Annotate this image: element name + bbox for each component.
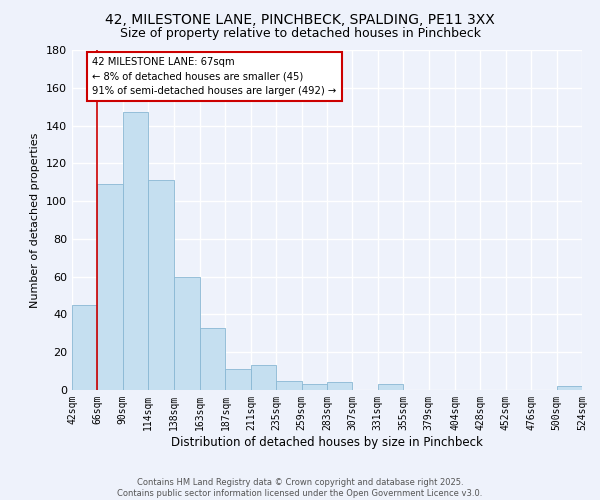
Bar xyxy=(302,384,327,390)
Text: 42 MILESTONE LANE: 67sqm
← 8% of detached houses are smaller (45)
91% of semi-de: 42 MILESTONE LANE: 67sqm ← 8% of detache… xyxy=(92,57,337,96)
Bar xyxy=(226,369,251,390)
Bar xyxy=(557,386,582,390)
Bar xyxy=(327,382,352,390)
Y-axis label: Number of detached properties: Number of detached properties xyxy=(31,132,40,308)
Bar xyxy=(123,112,148,390)
Text: Size of property relative to detached houses in Pinchbeck: Size of property relative to detached ho… xyxy=(119,28,481,40)
Bar xyxy=(148,180,173,390)
X-axis label: Distribution of detached houses by size in Pinchbeck: Distribution of detached houses by size … xyxy=(171,436,483,448)
Bar xyxy=(276,380,302,390)
Text: 42, MILESTONE LANE, PINCHBECK, SPALDING, PE11 3XX: 42, MILESTONE LANE, PINCHBECK, SPALDING,… xyxy=(105,12,495,26)
Bar xyxy=(251,366,276,390)
Bar xyxy=(97,184,123,390)
Bar xyxy=(72,305,97,390)
Bar xyxy=(200,328,226,390)
Text: Contains HM Land Registry data © Crown copyright and database right 2025.
Contai: Contains HM Land Registry data © Crown c… xyxy=(118,478,482,498)
Bar xyxy=(173,276,200,390)
Bar xyxy=(378,384,403,390)
